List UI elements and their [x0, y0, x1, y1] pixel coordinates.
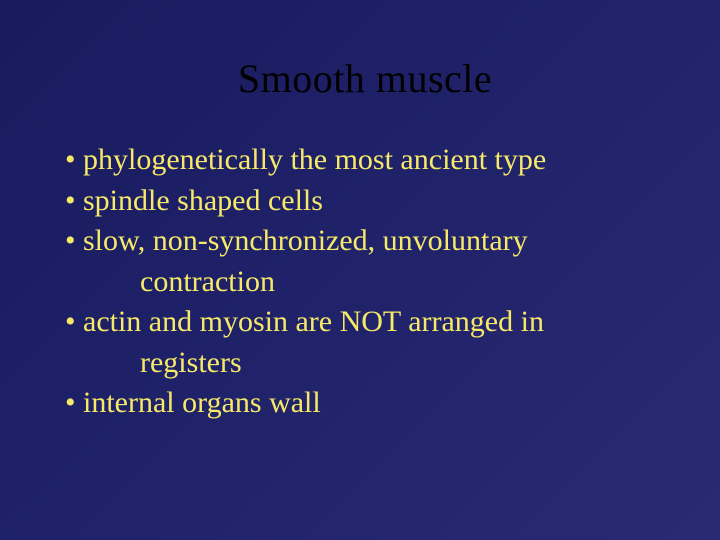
slide-title: Smooth muscle — [65, 55, 665, 102]
bullet-item: • phylogenetically the most ancient type — [65, 140, 665, 181]
bullet-item: • internal organs wall — [65, 383, 665, 424]
bullet-item: • slow, non-synchronized, unvoluntary — [65, 221, 665, 262]
slide-content: • phylogenetically the most ancient type… — [65, 140, 665, 424]
bullet-item: • actin and myosin are NOT arranged in — [65, 302, 665, 343]
bullet-continuation: contraction — [65, 262, 665, 303]
bullet-continuation: registers — [65, 343, 665, 384]
slide: Smooth muscle • phylogenetically the mos… — [0, 0, 720, 540]
bullet-item: • spindle shaped cells — [65, 181, 665, 222]
